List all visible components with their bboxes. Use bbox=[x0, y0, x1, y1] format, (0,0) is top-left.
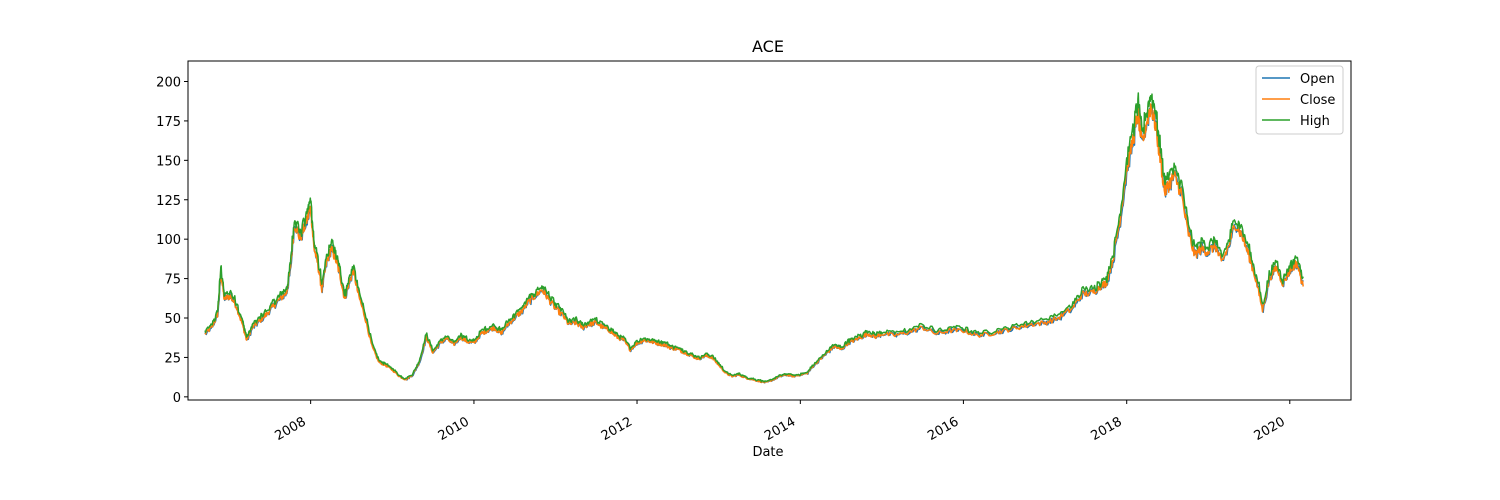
y-tick-label: 150 bbox=[156, 154, 181, 169]
legend-label: Close bbox=[1300, 93, 1335, 108]
chart-title: ACE bbox=[752, 37, 784, 56]
legend: Open Close High bbox=[1255, 65, 1344, 135]
x-tick-label: 2014 bbox=[762, 414, 798, 444]
series-line-open bbox=[204, 101, 1304, 384]
series-line-high bbox=[204, 92, 1304, 383]
y-tick-label: 125 bbox=[156, 194, 181, 209]
legend-label: High bbox=[1300, 114, 1330, 129]
x-tick-label: 2020 bbox=[1252, 414, 1288, 444]
legend-label: Open bbox=[1300, 72, 1335, 87]
y-tick-label: 200 bbox=[156, 75, 181, 90]
series-line-close bbox=[204, 103, 1304, 384]
y-tick-label: 50 bbox=[164, 312, 181, 327]
y-tick-label: 100 bbox=[156, 233, 181, 248]
series-lines bbox=[204, 92, 1304, 384]
x-axis: 2008 2010 2012 2014 2016 2018 2020 bbox=[272, 400, 1291, 444]
x-tick-label: 2010 bbox=[436, 414, 472, 444]
plot-frame bbox=[187, 60, 1352, 401]
x-tick-label: 2008 bbox=[272, 414, 308, 444]
y-tick-label: 75 bbox=[164, 273, 181, 288]
x-tick-label: 2016 bbox=[925, 414, 961, 444]
x-axis-label: Date bbox=[752, 445, 783, 460]
x-tick-label: 2018 bbox=[1089, 414, 1125, 444]
y-axis: 0 25 50 75 100 125 150 175 200 bbox=[156, 75, 188, 406]
y-tick-label: 175 bbox=[156, 115, 181, 130]
x-tick-label: 2012 bbox=[599, 414, 635, 444]
legend-box bbox=[1255, 65, 1344, 135]
y-tick-label: 0 bbox=[173, 391, 181, 406]
y-tick-label: 25 bbox=[164, 351, 181, 366]
